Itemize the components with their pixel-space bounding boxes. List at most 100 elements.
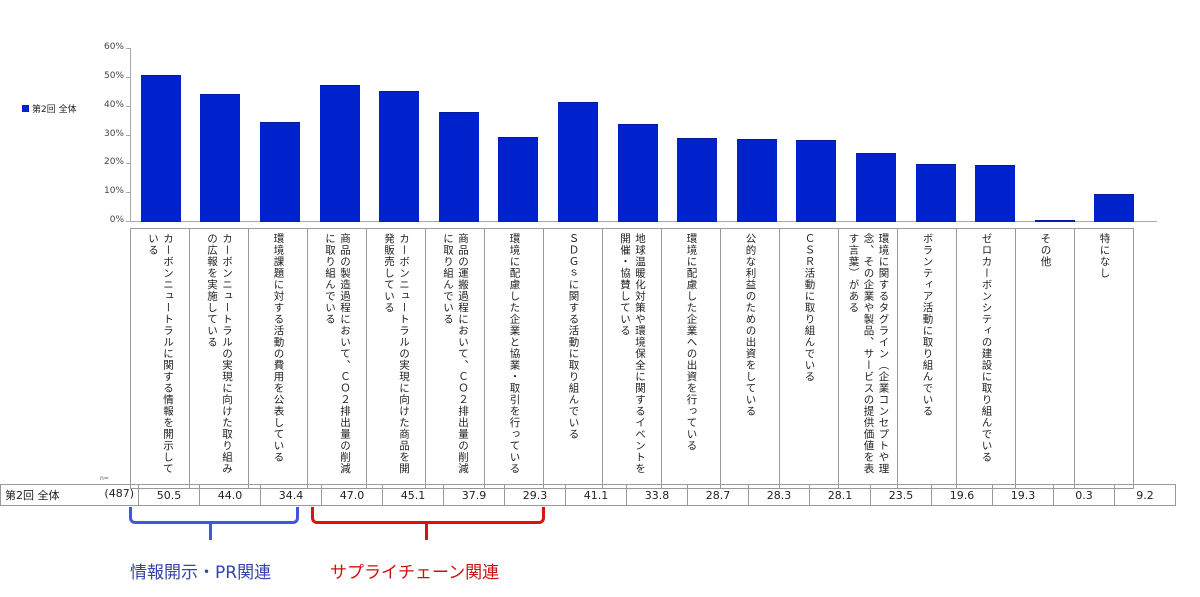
category-label: 環境に配慮した企業への出資を行っている — [685, 233, 698, 452]
category-label: カーボンニュートラルの実現に向けた商品を開発販売している — [383, 233, 410, 475]
bar — [140, 75, 181, 222]
category-label: 地球温暖化対策や環境保全に関するイベントを開催・協賛している — [619, 233, 646, 475]
category-label-cell: カーボンニュートラルの実現に向けた取り組みの広報を実施している — [189, 228, 249, 489]
bar — [379, 90, 420, 222]
category-label-cell: ＳＤＧｓに関する活動に取り組んでいる — [543, 228, 603, 489]
value-cell: 41.1 — [565, 484, 627, 506]
value-cell: 28.7 — [687, 484, 749, 506]
bar — [200, 94, 241, 222]
y-tick-label: 60% — [103, 42, 124, 52]
supply-chain-bracket — [311, 507, 545, 524]
value-cell: 47.0 — [321, 484, 383, 506]
value-cell: 19.3 — [992, 484, 1054, 506]
category-label: ＳＤＧｓに関する活動に取り組んでいる — [567, 233, 580, 440]
n-label: n= — [100, 475, 109, 482]
values-table: 第2回 全体 (487) 50.5 44.0 34.4 47.0 45.1 37.9 29.… — [0, 484, 1176, 506]
category-label-cell: 商品の製造過程において、ＣＯ２排出量の削減に取り組んでいる — [307, 228, 367, 489]
value-cell: 45.1 — [382, 484, 444, 506]
y-tick-label: 10% — [103, 186, 124, 197]
category-label: ボランティア活動に取り組んでいる — [921, 233, 934, 417]
value-cell: 33.8 — [626, 484, 688, 506]
value-cell: 28.1 — [809, 484, 871, 506]
bar — [617, 123, 658, 222]
bar — [1034, 220, 1075, 222]
supply-chain-bracket-stem — [425, 524, 428, 540]
category-label-cell: ゼロカーボンシティの建設に取り組んでいる — [956, 228, 1016, 489]
y-tick-label: 0% — [109, 215, 124, 225]
y-tick-label: 20% — [103, 157, 124, 168]
category-label-cell: 商品の運搬過程において、ＣＯ２排出量の削減に取り組んでいる — [425, 228, 485, 489]
row-n: (487) — [104, 487, 134, 500]
bar — [856, 153, 896, 222]
value-cell: 19.6 — [931, 484, 993, 506]
info-pr-label: 情報開示・PR関連 — [130, 563, 272, 583]
y-tick-label: 40% — [103, 99, 124, 110]
category-label: ＣＳＲ活動に取り組んでいる — [803, 233, 816, 383]
y-tick-mark — [126, 192, 130, 194]
category-label: 商品の製造過程において、ＣＯ２排出量の削減に取り組んでいる — [324, 233, 351, 475]
bar — [796, 139, 837, 222]
bar — [558, 102, 598, 222]
category-label: ゼロカーボンシティの建設に取り組んでいる — [980, 233, 993, 463]
value-cell: 0.3 — [1053, 484, 1115, 506]
category-label: 公的な利益のための出資をしている — [744, 233, 757, 417]
legend-label: 第2回 全体 — [32, 105, 77, 115]
category-label-cell: ボランティア活動に取り組んでいる — [897, 228, 957, 489]
category-label: 環境に配慮した企業と協業・取引を行っている — [508, 233, 521, 475]
category-label: 商品の運搬過程において、ＣＯ２排出量の削減に取り組んでいる — [442, 233, 469, 475]
chart-legend: 第2回 全体 — [22, 102, 77, 115]
value-cell: 23.5 — [870, 484, 932, 506]
category-label: 特になし — [1098, 233, 1111, 279]
bar — [319, 85, 360, 222]
category-label-cell: 環境に配慮した企業と協業・取引を行っている — [484, 228, 544, 489]
y-tick-mark — [126, 105, 130, 107]
y-tick-label: 50% — [103, 70, 124, 81]
y-tick-mark — [126, 48, 130, 49]
info-pr-bracket — [129, 507, 299, 524]
category-label: 環境課題に対する活動の費用を公表している — [272, 233, 285, 463]
value-cell: 44.0 — [199, 484, 261, 506]
category-label-cell: カーボンニュートラルに関する情報を開示している — [130, 228, 190, 489]
row-label: 第2回 全体 — [5, 489, 60, 502]
category-label: カーボンニュートラルの実現に向けた取り組みの広報を実施している — [206, 233, 233, 475]
category-label: カーボンニュートラルに関する情報を開示している — [147, 233, 174, 475]
values-row: 第2回 全体 (487) 50.5 44.0 34.4 47.0 45.1 37.9 29.… — [0, 484, 1176, 506]
bar — [915, 164, 956, 222]
bar — [975, 165, 1016, 222]
category-label-cell: 公的な利益のための出資をしている — [720, 228, 780, 489]
bar — [1094, 194, 1135, 222]
y-axis — [130, 48, 131, 222]
info-pr-bracket-stem — [209, 524, 212, 540]
value-cell: 37.9 — [443, 484, 505, 506]
bar — [677, 138, 718, 222]
value-cell: 29.3 — [504, 484, 566, 506]
y-tick-label: 30% — [103, 128, 124, 139]
category-label-cell: その他 — [1015, 228, 1075, 489]
value-cell: 28.3 — [748, 484, 810, 506]
y-tick-mark — [126, 221, 130, 222]
category-label-cell: 地球温暖化対策や環境保全に関するイベントを開催・協賛している — [602, 228, 662, 489]
category-label-cell: 特になし — [1074, 228, 1134, 489]
category-label: その他 — [1039, 233, 1052, 268]
category-label-cell: 環境に配慮した企業への出資を行っている — [661, 228, 721, 489]
supply-chain-label: サプライチェーン関連 — [330, 563, 500, 583]
row-header: 第2回 全体 (487) — [0, 484, 139, 506]
value-cell: 9.2 — [1114, 484, 1176, 506]
bar — [260, 121, 300, 222]
category-label: 環境に関するタグライン（企業コンセプトや理念、その企業や製品、サービスの提供価値… — [847, 233, 890, 475]
value-cell: 34.4 — [260, 484, 322, 506]
y-tick-mark — [126, 76, 130, 78]
category-label-cell: ＣＳＲ活動に取り組んでいる — [779, 228, 839, 489]
y-tick-mark — [126, 163, 130, 165]
y-tick-mark — [126, 134, 130, 136]
category-label-cell: 環境課題に対する活動の費用を公表している — [248, 228, 308, 489]
legend-swatch — [22, 105, 29, 112]
category-label-cell: カーボンニュートラルの実現に向けた商品を開発販売している — [366, 228, 426, 489]
bar — [438, 111, 479, 222]
category-label-cell: 環境に関するタグライン（企業コンセプトや理念、その企業や製品、サービスの提供価値… — [838, 228, 898, 489]
value-cell: 50.5 — [138, 484, 200, 506]
category-label-row: カーボンニュートラルに関する情報を開示している カーボンニュートラルの実現に向けた… — [130, 228, 1134, 489]
category-label-table: カーボンニュートラルに関する情報を開示している カーボンニュートラルの実現に向けた… — [130, 228, 1134, 489]
bar — [736, 139, 777, 222]
bar — [498, 136, 539, 222]
